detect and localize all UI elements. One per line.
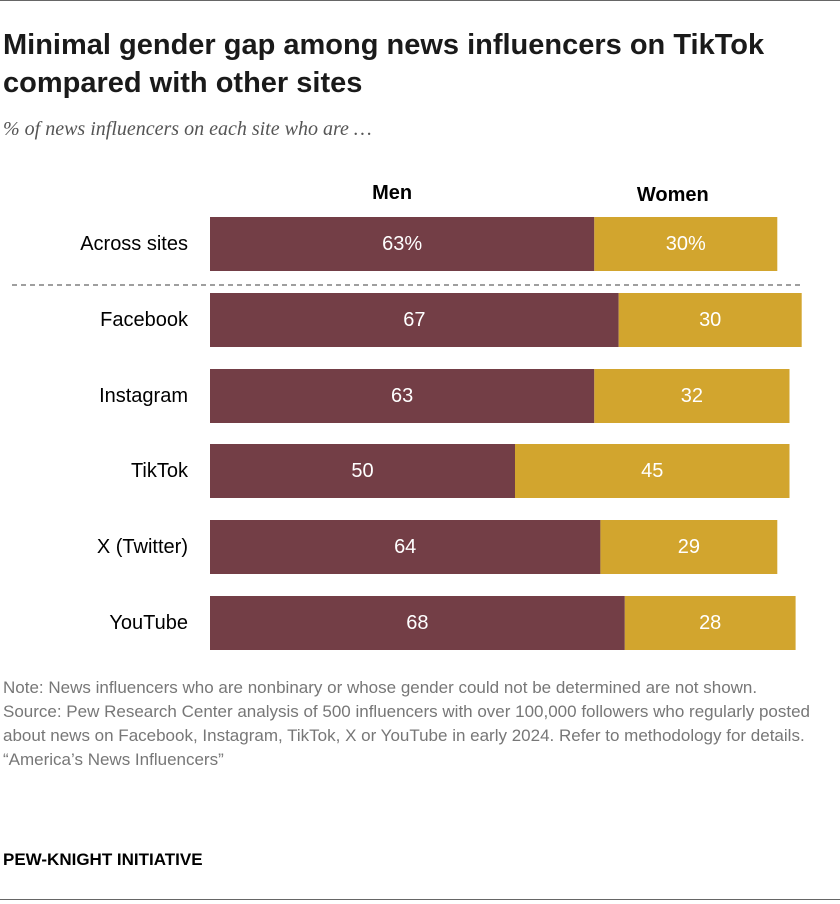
category-label-youtube: YouTube	[109, 612, 188, 634]
value-men-youtube: 68	[406, 612, 428, 634]
brand-label: PEW-KNIGHT INITIATIVE	[3, 850, 203, 869]
value-women-youtube: 28	[699, 612, 721, 634]
category-label-tiktok: TikTok	[131, 460, 189, 482]
category-label-instagram: Instagram	[99, 385, 188, 407]
bar-men-tiktok	[210, 444, 515, 498]
value-women-tiktok: 45	[641, 460, 663, 482]
source-text: Source: Pew Research Center analysis of …	[3, 702, 810, 745]
note-text: Note: News influencers who are nonbinary…	[3, 678, 758, 697]
bar-women-tiktok	[515, 444, 790, 498]
bar-men-facebook	[210, 293, 619, 347]
value-men-across-sites: 63%	[382, 233, 422, 255]
category-label-across-sites: Across sites	[80, 233, 188, 255]
value-women-across-sites: 30%	[666, 233, 706, 255]
chart-title: Minimal gender gap among news influencer…	[3, 29, 765, 99]
bar-women-x-twitter	[600, 520, 778, 574]
stacked-bar-chart: Men Women Across sites 63% 30% Facebook 67 30 In…	[12, 182, 804, 650]
value-men-facebook: 67	[403, 309, 425, 331]
legend-women: Women	[637, 184, 709, 206]
legend-men: Men	[372, 182, 412, 204]
bottom-rule	[0, 899, 840, 900]
value-women-facebook: 30	[699, 309, 721, 331]
bar-men-x-twitter	[210, 520, 601, 574]
chart-notes: Note: News influencers who are nonbinary…	[3, 676, 835, 772]
bar-men-instagram	[210, 369, 595, 423]
chart-subtitle: % of news influencers on each site who a…	[3, 118, 372, 140]
top-rule	[0, 0, 840, 1]
bar-men-across-sites	[210, 217, 595, 271]
value-men-instagram: 63	[391, 385, 413, 407]
bar-women-facebook	[618, 293, 802, 347]
value-women-x-twitter: 29	[678, 536, 700, 558]
value-men-tiktok: 50	[351, 460, 373, 482]
bar-men-youtube	[210, 596, 625, 650]
report-title: “America’s News Influencers”	[3, 750, 224, 769]
bar-women-instagram	[594, 369, 790, 423]
bar-women-youtube	[624, 596, 796, 650]
category-label-facebook: Facebook	[100, 309, 189, 331]
category-label-x-twitter: X (Twitter)	[97, 536, 188, 558]
value-men-x-twitter: 64	[394, 536, 416, 558]
bar-women-across-sites	[594, 217, 778, 271]
value-women-instagram: 32	[681, 385, 703, 407]
